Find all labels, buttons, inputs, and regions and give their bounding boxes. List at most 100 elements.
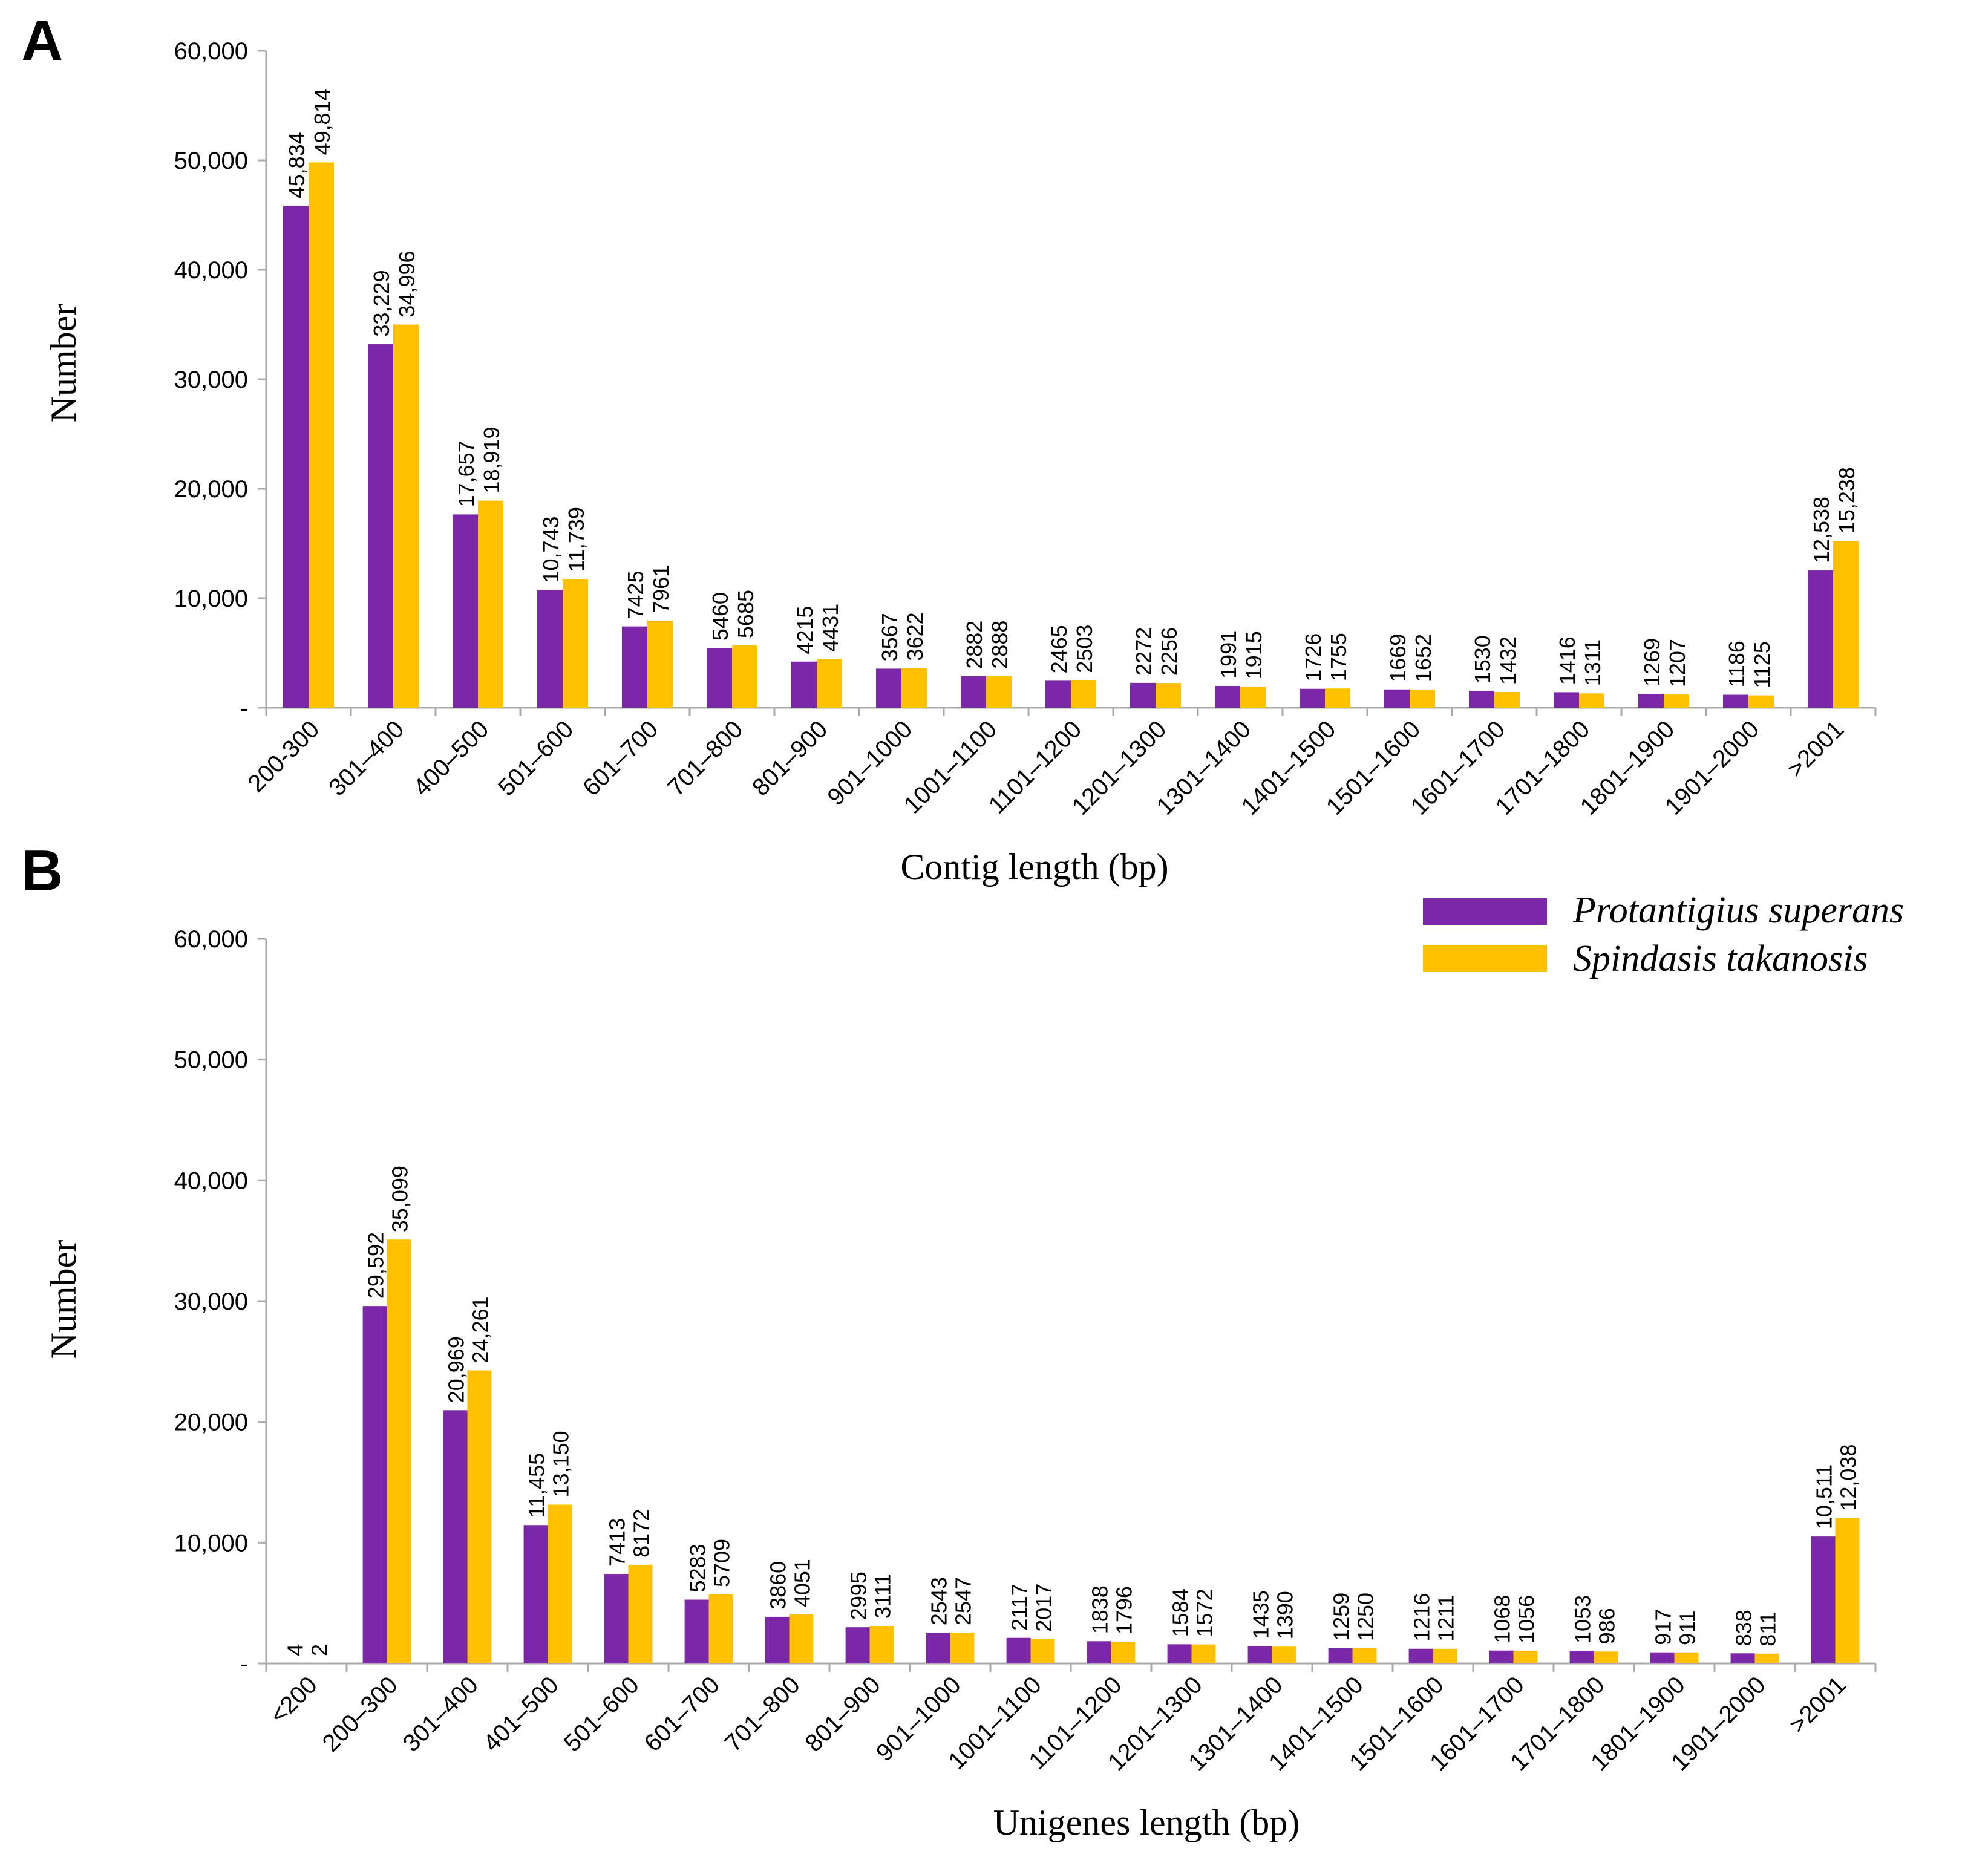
data-label: 1056 <box>1514 1595 1538 1643</box>
bar-protantigius <box>1168 1644 1192 1663</box>
panel-b-data-labels: 4229,59235,09920,96924,26111,45513,15074… <box>283 1166 1861 1656</box>
data-label: 2 <box>307 1644 332 1656</box>
bar-spindasis <box>1514 1651 1538 1663</box>
y-tick-label: - <box>240 1651 248 1677</box>
x-tick-label: 501–600 <box>493 716 578 801</box>
data-label: 1432 <box>1496 636 1520 685</box>
data-label: 1838 <box>1088 1585 1113 1634</box>
bar-spindasis <box>548 1504 572 1663</box>
bar-protantigius <box>1409 1649 1433 1663</box>
data-label: 1125 <box>1750 641 1774 688</box>
data-label: 7425 <box>623 571 648 619</box>
bar-spindasis <box>950 1633 975 1663</box>
data-label: 4 <box>283 1644 308 1656</box>
data-label: 3622 <box>903 612 927 661</box>
legend-label-spindasis: Spindasis takanosis <box>1573 938 1868 979</box>
y-tick-label: 60,000 <box>174 38 248 65</box>
data-label: 34,996 <box>394 250 419 317</box>
data-label: 4051 <box>790 1559 814 1607</box>
data-label: 20,969 <box>444 1336 469 1403</box>
data-label: 2547 <box>950 1577 975 1625</box>
bar-protantigius <box>453 514 478 708</box>
data-label: 15,238 <box>1834 467 1859 534</box>
bar-protantigius <box>1130 683 1156 708</box>
bar-spindasis <box>1031 1639 1055 1663</box>
x-tick-label: 801–900 <box>747 716 832 801</box>
data-label: 8172 <box>629 1509 653 1558</box>
bar-spindasis <box>387 1239 411 1663</box>
bar-protantigius <box>1650 1653 1675 1663</box>
y-tick-label: 50,000 <box>174 1047 248 1074</box>
legend-swatch-spindasis <box>1423 945 1547 972</box>
data-label: 5283 <box>685 1544 710 1592</box>
bar-protantigius <box>1638 694 1664 708</box>
panel-label-b: B <box>21 838 63 903</box>
bar-protantigius <box>791 662 817 708</box>
x-tick-label: 801–900 <box>800 1671 886 1757</box>
data-label: 3567 <box>877 613 902 661</box>
y-tick-label: 30,000 <box>174 1288 248 1315</box>
panel-b-x-tick-labels: <200200–300301–400401–500501–600601–7007… <box>265 1671 1851 1776</box>
panel-b-x-axis-label: Unigenes length (bp) <box>993 1803 1300 1842</box>
data-label: 10,511 <box>1812 1464 1837 1529</box>
bar-spindasis <box>393 325 419 708</box>
bar-protantigius <box>1723 695 1748 708</box>
data-label: 1796 <box>1111 1586 1136 1634</box>
bar-protantigius <box>1731 1653 1755 1663</box>
data-label: 2272 <box>1131 627 1156 676</box>
data-label: 986 <box>1594 1608 1619 1644</box>
data-label: 1991 <box>1216 630 1241 679</box>
x-tick-label: >2001 <box>1782 716 1849 783</box>
data-label: 2995 <box>846 1571 871 1620</box>
data-label: 29,592 <box>364 1232 388 1299</box>
bar-protantigius <box>685 1600 709 1663</box>
data-label: 7413 <box>605 1518 630 1567</box>
data-label: 11,455 <box>525 1453 549 1518</box>
data-label: 24,261 <box>468 1296 492 1363</box>
bar-protantigius <box>1570 1651 1594 1663</box>
bar-protantigius <box>765 1617 790 1663</box>
bar-spindasis <box>986 676 1012 708</box>
panel-a-y-axis-label: Number <box>44 304 83 423</box>
bar-protantigius <box>1384 690 1410 708</box>
bar-protantigius <box>622 627 647 708</box>
panel-b-bars <box>283 1239 1860 1663</box>
bar-protantigius <box>283 206 309 708</box>
y-tick-label: 60,000 <box>174 926 248 953</box>
x-tick-label: 301–400 <box>324 716 409 801</box>
data-label: 1216 <box>1410 1593 1434 1642</box>
bar-protantigius <box>1554 692 1579 708</box>
x-tick-label: 701–800 <box>720 1671 805 1757</box>
bar-spindasis <box>817 659 842 708</box>
bar-spindasis <box>1272 1646 1296 1663</box>
bar-spindasis <box>647 621 673 708</box>
legend-label-protantigius: Protantigius superans <box>1572 890 1904 931</box>
data-label: 7961 <box>649 565 673 613</box>
y-tick-label: 20,000 <box>174 1409 248 1436</box>
data-label: 13,150 <box>548 1431 573 1497</box>
data-label: 1652 <box>1411 634 1436 682</box>
y-tick-label: 40,000 <box>174 257 248 284</box>
bar-spindasis <box>1111 1642 1136 1663</box>
data-label: 811 <box>1755 1611 1780 1646</box>
bar-protantigius <box>443 1410 468 1663</box>
data-label: 1311 <box>1580 639 1605 686</box>
x-tick-label: 400–500 <box>408 716 494 801</box>
data-label: 1755 <box>1326 633 1351 681</box>
data-label: 1584 <box>1168 1588 1193 1637</box>
data-label: 12,538 <box>1809 497 1834 563</box>
bar-spindasis <box>1353 1648 1377 1663</box>
x-tick-label: 701–800 <box>662 716 748 801</box>
data-label: 1435 <box>1249 1590 1274 1639</box>
x-tick-label: <200 <box>265 1671 322 1729</box>
x-tick-label: 200-300 <box>243 716 324 797</box>
bar-spindasis <box>790 1614 814 1663</box>
data-label: 1915 <box>1241 631 1266 679</box>
x-tick-label: 601–700 <box>639 1671 725 1757</box>
bar-spindasis <box>1675 1653 1699 1663</box>
y-tick-label: 40,000 <box>174 1167 248 1194</box>
bar-spindasis <box>629 1565 653 1663</box>
bar-spindasis <box>468 1371 492 1663</box>
